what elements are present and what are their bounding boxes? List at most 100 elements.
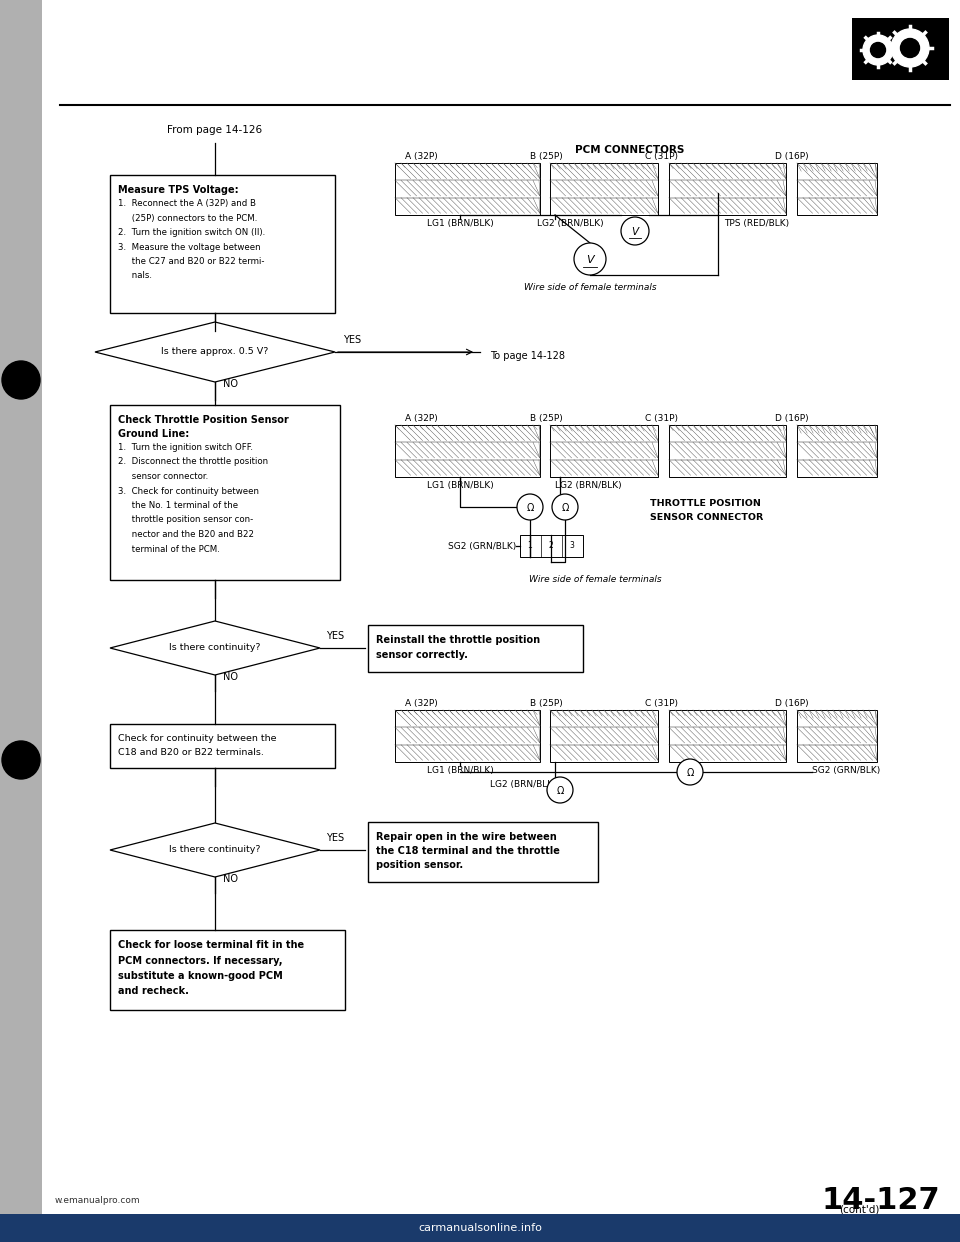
- Bar: [395, 163, 540, 215]
- Text: terminal of the PCM.: terminal of the PCM.: [118, 544, 220, 554]
- Text: From page 14-126: From page 14-126: [167, 125, 263, 135]
- Text: Is there continuity?: Is there continuity?: [169, 643, 261, 652]
- Text: nals.: nals.: [118, 272, 152, 281]
- Text: 2.  Disconnect the throttle position: 2. Disconnect the throttle position: [118, 457, 268, 467]
- Text: Check for loose terminal fit in the: Check for loose terminal fit in the: [118, 940, 304, 950]
- Text: A (32P): A (32P): [405, 152, 438, 161]
- Bar: [669, 425, 786, 477]
- Text: Is there approx. 0.5 V?: Is there approx. 0.5 V?: [161, 348, 269, 356]
- Bar: [0, 0, 42, 1242]
- Text: 3.  Measure the voltage between: 3. Measure the voltage between: [118, 242, 260, 251]
- Circle shape: [621, 217, 649, 245]
- Text: PCM CONNECTORS: PCM CONNECTORS: [575, 145, 684, 155]
- Bar: [797, 163, 877, 215]
- Bar: [550, 163, 658, 215]
- Text: w.emanualpro.com: w.emanualpro.com: [55, 1196, 140, 1205]
- Text: 2: 2: [548, 542, 553, 550]
- Text: Check for continuity between the: Check for continuity between the: [118, 734, 276, 743]
- Text: throttle position sensor con-: throttle position sensor con-: [118, 515, 253, 524]
- Text: substitute a known-good PCM: substitute a known-good PCM: [118, 971, 283, 981]
- Text: Wire side of female terminals: Wire side of female terminals: [529, 575, 661, 584]
- Bar: [550, 710, 658, 763]
- Text: 1.  Reconnect the A (32P) and B: 1. Reconnect the A (32P) and B: [118, 199, 256, 207]
- Text: Reinstall the throttle position: Reinstall the throttle position: [376, 635, 540, 645]
- Polygon shape: [110, 621, 320, 674]
- Text: YES: YES: [326, 833, 344, 843]
- Text: sensor connector.: sensor connector.: [118, 472, 208, 481]
- Bar: [368, 625, 583, 672]
- Text: Check Throttle Position Sensor: Check Throttle Position Sensor: [118, 415, 289, 425]
- Text: TPS (RED/BLK): TPS (RED/BLK): [724, 219, 789, 229]
- Text: Repair open in the wire between: Repair open in the wire between: [376, 832, 557, 842]
- Bar: [110, 175, 335, 313]
- Text: V: V: [587, 255, 594, 265]
- Text: Ω: Ω: [686, 768, 694, 777]
- Text: (25P) connectors to the PCM.: (25P) connectors to the PCM.: [118, 214, 257, 222]
- Bar: [368, 822, 598, 882]
- Text: LG1 (BRN/BLK): LG1 (BRN/BLK): [426, 219, 493, 229]
- Circle shape: [2, 741, 40, 779]
- Text: LG2 (BRN/BLK): LG2 (BRN/BLK): [490, 780, 557, 789]
- Text: Measure TPS Voltage:: Measure TPS Voltage:: [118, 185, 239, 195]
- Circle shape: [891, 29, 929, 67]
- Text: NO: NO: [223, 874, 238, 884]
- Text: (cont'd): (cont'd): [840, 1205, 880, 1215]
- Text: the C18 terminal and the throttle: the C18 terminal and the throttle: [376, 846, 560, 856]
- Text: C (31P): C (31P): [645, 699, 678, 708]
- Text: LG1 (BRN/BLK): LG1 (BRN/BLK): [426, 481, 493, 491]
- Bar: [110, 930, 345, 1010]
- Circle shape: [677, 759, 703, 785]
- Text: Ground Line:: Ground Line:: [118, 428, 189, 438]
- Polygon shape: [95, 322, 335, 383]
- Circle shape: [552, 494, 578, 520]
- Circle shape: [574, 243, 606, 274]
- Circle shape: [547, 777, 573, 804]
- Text: A (32P): A (32P): [405, 699, 438, 708]
- Bar: [110, 405, 340, 580]
- Text: B (25P): B (25P): [530, 699, 563, 708]
- Text: 2.  Turn the ignition switch ON (II).: 2. Turn the ignition switch ON (II).: [118, 229, 265, 237]
- Circle shape: [517, 494, 543, 520]
- Text: SG2 (GRN/BLK): SG2 (GRN/BLK): [447, 542, 516, 550]
- Text: D (16P): D (16P): [775, 152, 808, 161]
- Circle shape: [900, 39, 920, 57]
- Bar: [520, 535, 583, 556]
- Text: Ω: Ω: [526, 503, 534, 513]
- Text: D (16P): D (16P): [775, 414, 808, 424]
- Circle shape: [2, 361, 40, 399]
- Bar: [395, 710, 540, 763]
- Text: PCM connectors. If necessary,: PCM connectors. If necessary,: [118, 955, 282, 965]
- Polygon shape: [110, 823, 320, 877]
- Bar: [797, 710, 877, 763]
- Bar: [797, 425, 877, 477]
- Text: B (25P): B (25P): [530, 414, 563, 424]
- Text: LG2 (BRN/BLK): LG2 (BRN/BLK): [537, 219, 604, 229]
- Text: D (16P): D (16P): [775, 699, 808, 708]
- Text: position sensor.: position sensor.: [376, 859, 463, 869]
- Text: sensor correctly.: sensor correctly.: [376, 650, 468, 660]
- Bar: [669, 710, 786, 763]
- Text: C18 and B20 or B22 terminals.: C18 and B20 or B22 terminals.: [118, 748, 264, 758]
- Text: THROTTLE POSITION: THROTTLE POSITION: [650, 499, 761, 508]
- Text: C (31P): C (31P): [645, 414, 678, 424]
- Text: B (25P): B (25P): [530, 152, 563, 161]
- Text: NO: NO: [223, 672, 238, 682]
- Text: NO: NO: [223, 379, 238, 389]
- Bar: [395, 425, 540, 477]
- Circle shape: [863, 35, 893, 65]
- Bar: [110, 724, 335, 768]
- Text: C (31P): C (31P): [645, 152, 678, 161]
- Circle shape: [871, 42, 885, 57]
- Text: To page 14-128: To page 14-128: [490, 351, 565, 361]
- Text: SENSOR CONNECTOR: SENSOR CONNECTOR: [650, 513, 763, 522]
- Text: the C27 and B20 or B22 termi-: the C27 and B20 or B22 termi-: [118, 257, 265, 266]
- Text: 1: 1: [528, 542, 533, 550]
- Text: LG1 (BRN/BLK): LG1 (BRN/BLK): [426, 766, 493, 775]
- Text: YES: YES: [343, 335, 361, 345]
- Text: carmanualsonline.info: carmanualsonline.info: [418, 1223, 542, 1233]
- Text: Wire side of female terminals: Wire side of female terminals: [524, 283, 657, 292]
- Text: the No. 1 terminal of the: the No. 1 terminal of the: [118, 501, 238, 510]
- Bar: [0, 1213, 960, 1242]
- Bar: [669, 163, 786, 215]
- Text: Is there continuity?: Is there continuity?: [169, 846, 261, 854]
